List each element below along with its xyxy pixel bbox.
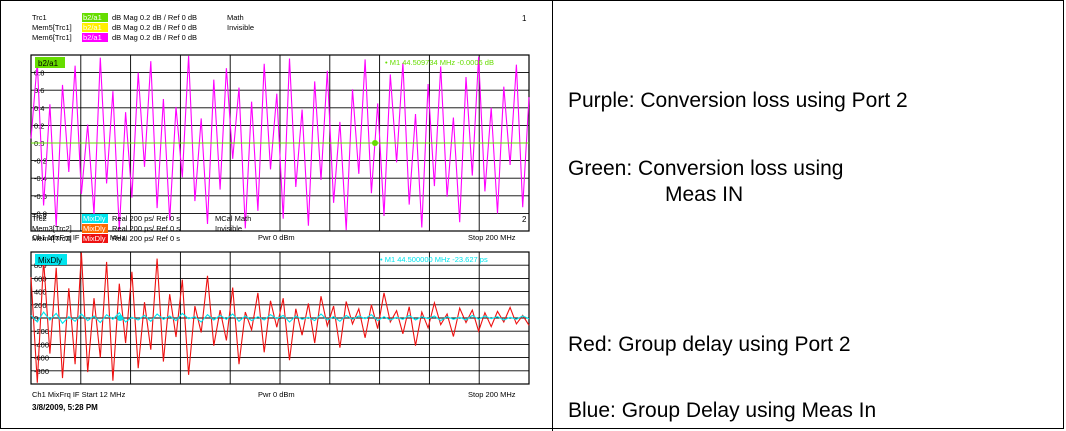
- note-green-line1: Green: Conversion loss using: [568, 157, 844, 180]
- ch2-footer-power: Pwr 0 dBm: [258, 390, 295, 399]
- ch2-series-mem4-trc2-: [30, 252, 530, 383]
- ch2-series: [30, 252, 530, 383]
- ch1-trace-2-format: dB Mag 0.2 dB / Ref 0 dB: [112, 23, 197, 32]
- ch1-trace-1-badge-bg: [82, 13, 108, 22]
- ch2-y-tick-label: 400: [34, 288, 47, 297]
- ch1-y-tick-label: -0.2: [34, 157, 47, 166]
- ch2-series-trc2: [30, 311, 530, 325]
- ch1-trace-1-extra: Math: [227, 13, 244, 22]
- ch2-trace-1-badge: MixDly: [83, 214, 106, 223]
- ch2-y-tick-label: 200: [34, 301, 47, 310]
- ch1-trace-3-badge-bg: [82, 33, 108, 42]
- ch2-trace-2-extra: Invisible: [215, 224, 242, 233]
- ch2-trace-1-format: Real 200 ps/ Ref 0 s: [112, 214, 180, 223]
- ch2-grid-badge: MixDly: [38, 256, 62, 265]
- ch1-trace-1-badge: b2/a1: [83, 13, 102, 22]
- ch1-series-mem6-trc1-: [30, 55, 530, 231]
- ch1-y-tick-label: 0.8: [34, 69, 44, 78]
- ch2-y-tick-label: -600: [34, 354, 49, 363]
- ch1-marker-dot: [372, 140, 378, 146]
- ch1-trace-3-format: dB Mag 0.2 dB / Ref 0 dB: [112, 33, 197, 42]
- ch2-trace-1-name-row: Trc2: [32, 214, 47, 223]
- ch1-trace-1-name: Trc1: [32, 13, 47, 22]
- vna-screenshot: Trc1 b2/a1 dB Mag 0.2 dB / Ref 0 dB Math…: [30, 13, 530, 412]
- ch1-trace-2-badge: b2/a1: [83, 23, 102, 32]
- ch2-footer-stop: Stop 200 MHz: [468, 390, 516, 399]
- ch1-trace-2-extra: Invisible: [227, 23, 254, 32]
- ch1-y-tick-label: 0.2: [34, 121, 44, 130]
- ch1-grid-badge-bg: [35, 57, 65, 68]
- ch1-footer-power: Pwr 0 dBm: [258, 233, 295, 242]
- note-purple: Purple: Conversion loss using Port 2: [568, 89, 908, 112]
- ch1-trace-2-name: Mem5[Trc1]: [32, 23, 72, 32]
- ch2-trace-2-format: Real 200 ps/ Ref 0 s: [112, 224, 180, 233]
- ch1-grid-badge: b2/a1: [38, 59, 59, 68]
- note-red: Red: Group delay using Port 2: [568, 333, 851, 356]
- ch2-y-tick-label: -200: [34, 327, 49, 336]
- slide-divider: [552, 0, 553, 431]
- ch2-trace-2-badge: MixDly: [83, 224, 106, 233]
- ch1-y-tick-label: -0.8: [34, 209, 47, 218]
- ch2-grid: [31, 252, 529, 384]
- ch2-y-tick-label: 800: [34, 261, 47, 270]
- ch2-y-tick-label: 0: [34, 314, 38, 323]
- ch2-trace-1-name: Trc2: [32, 212, 47, 221]
- ch2-footer-start: Ch1 MixFrq IF Start 12 MHz: [32, 390, 126, 399]
- ch2-trace-3-name: Mem4[Trc2]: [32, 234, 72, 243]
- ch1-y-tick-label: -0.6: [34, 192, 47, 201]
- ch2-y-tick-label: -800: [34, 367, 49, 376]
- ch2-grid-badge-bg: [35, 254, 67, 265]
- ch2-marker-readout: • M1 44.500000 MHz -23.627 ps: [380, 255, 488, 264]
- ch1-trace-3-name: Mem6[Trc1]: [32, 33, 72, 42]
- ch1-series: [30, 55, 530, 231]
- ch2-channel-number: 2: [522, 215, 527, 224]
- ch2-trace-1-badge-bg: [82, 214, 108, 223]
- ch1-y-tick-label: -0.4: [34, 174, 47, 183]
- note-blue: Blue: Group Delay using Meas In: [568, 399, 877, 422]
- ch1-marker-readout: • M1 44.509734 MHz -0.0006 dB: [385, 58, 494, 67]
- ch1-footer-start: Ch1 MixFrq IF Start 12 MHz: [32, 233, 126, 242]
- ch2-trace-2-name: Mem3[Trc2]: [32, 224, 72, 233]
- ch2-y-tick-label: 600: [34, 274, 47, 283]
- ch2-trace-2-badge-bg: [82, 224, 108, 233]
- ch1-trace-1-format: dB Mag 0.2 dB / Ref 0 dB: [112, 13, 197, 22]
- timestamp: 3/8/2009, 5:28 PM: [32, 403, 98, 412]
- ch1-y-tick-label: 0.6: [34, 86, 44, 95]
- ch2-trace-3-format: Real 200 ps/ Ref 0 s: [112, 234, 180, 243]
- ch1-footer-stop: Stop 200 MHz: [468, 233, 516, 242]
- ch1-channel-number: 1: [522, 14, 527, 23]
- ch2-y-tick-label: -400: [34, 340, 49, 349]
- note-green-line2: Meas IN: [665, 183, 744, 206]
- ch2-trace-3-badge: MixDly: [83, 234, 106, 243]
- ch1-trace-3-badge: b2/a1: [83, 33, 102, 42]
- ch2-y-ticks: 800 600 400 200 0 -200 -400 -600 -800: [34, 261, 49, 376]
- ch2-trace-1-extra: MCal Math: [215, 214, 251, 223]
- ch2-trace-3-badge-bg: [82, 234, 108, 243]
- ch1-trace-2-badge-bg: [82, 23, 108, 32]
- ch2-marker-dot: [117, 315, 123, 321]
